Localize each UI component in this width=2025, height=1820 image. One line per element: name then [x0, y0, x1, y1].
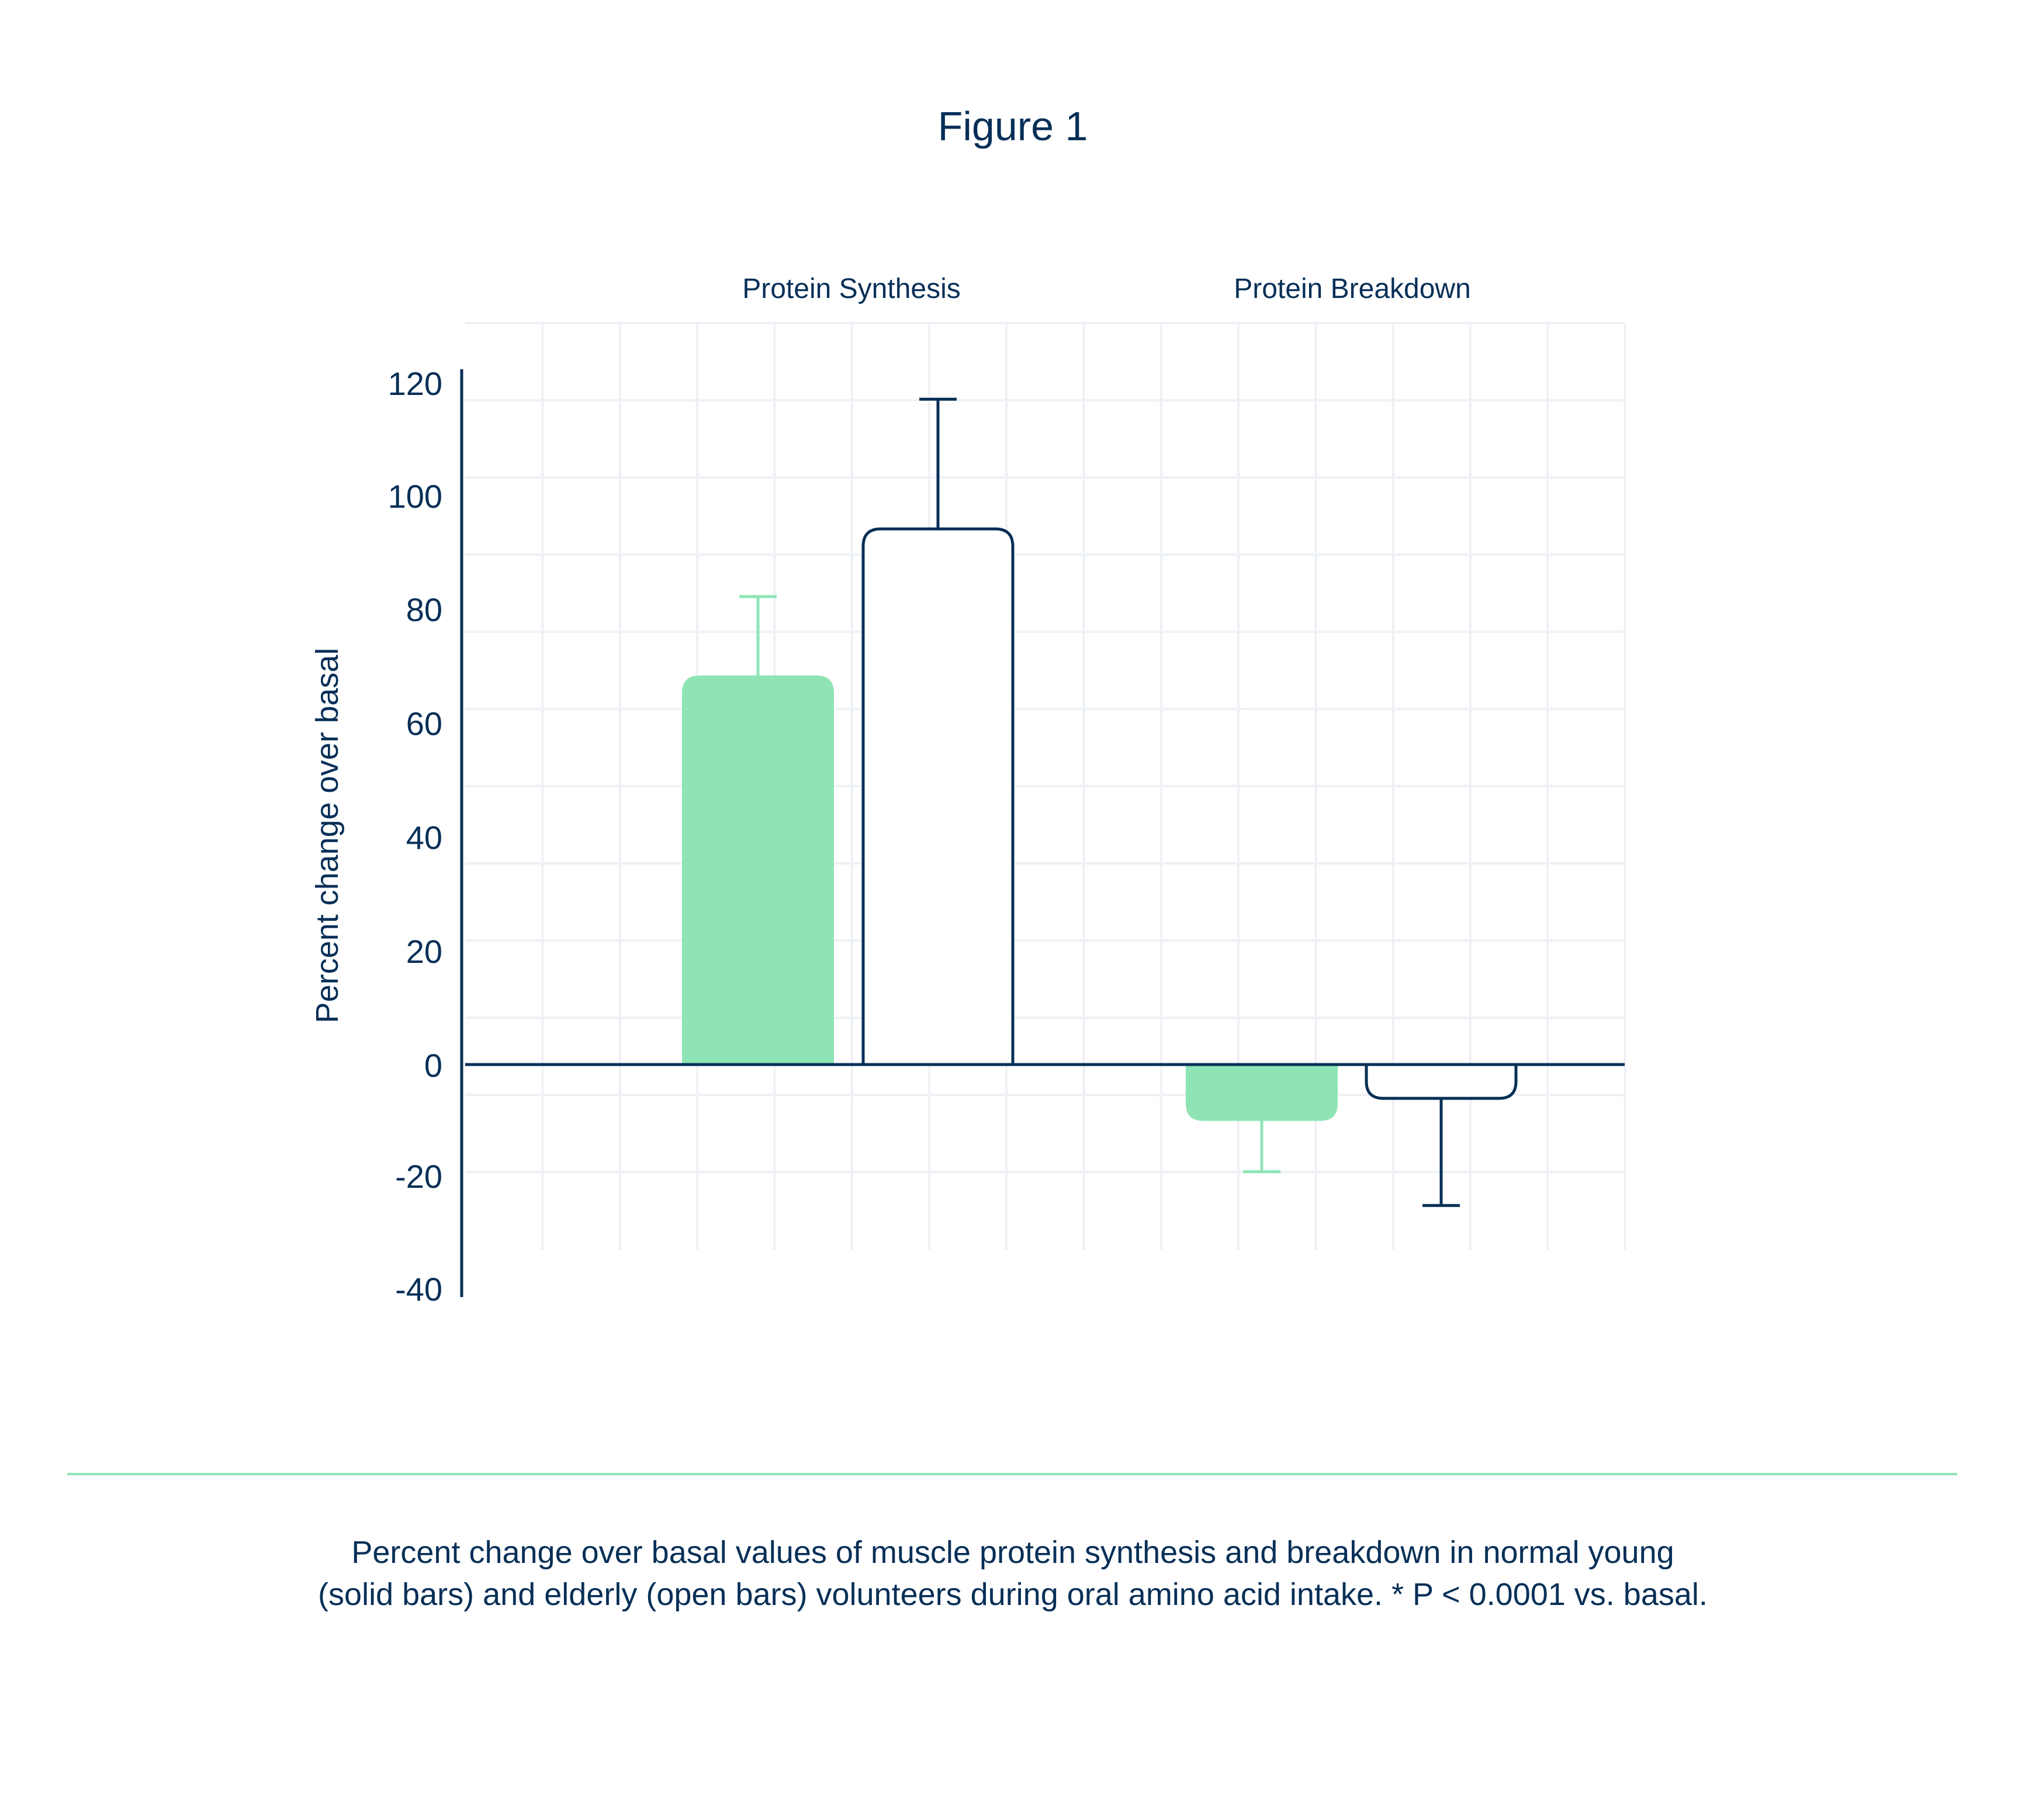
open-bar-synthesis	[861, 397, 1015, 1065]
figure-title: Figure 1	[938, 103, 1088, 149]
y-tick-label: -40	[395, 1271, 442, 1308]
figure-caption-line-2: (solid bars) and elderly (open bars) vol…	[318, 1577, 1708, 1612]
bar-shape	[1186, 1065, 1338, 1121]
y-tick-label: 40	[406, 819, 442, 856]
y-tick-label: -20	[395, 1158, 442, 1195]
solid-bar-synthesis	[682, 595, 834, 1065]
category-label-breakdown: Protein Breakdown	[1234, 273, 1471, 304]
y-tick-labels: 120 100 80 60 40 20 0 -20 -40	[388, 365, 442, 1308]
y-tick-label: 20	[406, 933, 442, 970]
bars-group	[682, 397, 1518, 1207]
category-label-synthesis: Protein Synthesis	[742, 273, 961, 304]
y-axis-label: Percent change over basal	[310, 648, 345, 1023]
y-tick-label: 80	[406, 591, 442, 628]
y-tick-label: 100	[388, 478, 442, 515]
bar-shape	[682, 675, 834, 1065]
chart-grid	[465, 322, 1626, 1250]
y-tick-label: 0	[424, 1047, 442, 1084]
y-tick-label: 60	[406, 705, 442, 742]
solid-bar-breakdown	[1186, 1065, 1338, 1173]
figure-caption-line-1: Percent change over basal values of musc…	[351, 1535, 1674, 1570]
bar-shape	[861, 527, 1015, 1065]
bar-shape	[1365, 1065, 1518, 1100]
y-tick-label: 120	[388, 365, 442, 402]
open-bar-breakdown	[1365, 1065, 1518, 1207]
